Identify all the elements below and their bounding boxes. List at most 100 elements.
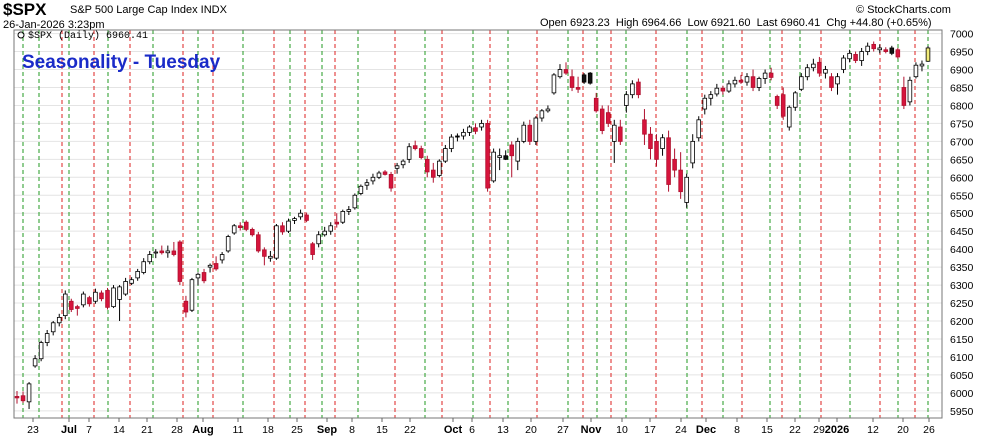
candle-body [400, 160, 406, 166]
candle [557, 64, 563, 79]
candles [14, 41, 931, 410]
candle-body [195, 273, 201, 279]
candle [593, 92, 599, 113]
candle [69, 298, 74, 313]
candle-body [557, 69, 563, 78]
candle-body [720, 87, 726, 92]
candle [618, 119, 623, 145]
candle-body [919, 63, 925, 67]
last-label: Last [756, 17, 778, 29]
x-tick-label: 22 [404, 424, 416, 436]
candle-body [32, 358, 38, 367]
x-tick-label: 28 [171, 424, 183, 436]
candle [358, 184, 364, 196]
candle-body [527, 124, 533, 142]
candle [648, 127, 653, 160]
candle-body [93, 291, 98, 302]
y-tick-label: 6300 [950, 280, 974, 292]
chg-value: +44.80 (+0.65%) [849, 17, 932, 29]
candle [690, 134, 695, 169]
x-tick-label: 22 [789, 424, 801, 436]
candle-body [364, 182, 370, 186]
candle-body [883, 49, 889, 52]
candle [780, 87, 786, 120]
candle-body [799, 76, 804, 90]
candle-body [274, 225, 279, 259]
candle [473, 123, 478, 135]
candle-body [418, 148, 424, 158]
candle-body [412, 145, 418, 149]
candle [38, 340, 44, 362]
timestamp: 26-Jan-2026 3:23pm [3, 19, 105, 31]
candle [835, 73, 840, 95]
candle-body [231, 225, 237, 234]
candle [171, 241, 177, 257]
candle-body [485, 123, 490, 189]
candle [581, 73, 587, 84]
x-tick-label: Jul [61, 424, 77, 436]
candle [141, 258, 146, 275]
candle [388, 171, 394, 192]
x-tick-label: 12 [867, 424, 879, 436]
candle [437, 159, 442, 178]
candle-body [762, 72, 768, 79]
candle-body [750, 76, 756, 88]
x-tick-label: 15 [376, 424, 388, 436]
x-tick-label: 26 [923, 424, 935, 436]
candle [129, 277, 134, 286]
candle [841, 55, 846, 74]
x-tick-label: 11 [233, 424, 244, 436]
candle [117, 285, 122, 321]
candle-body [292, 218, 297, 221]
candle-body [153, 251, 159, 254]
candle-body [334, 221, 340, 225]
y-tick-label: 6400 [950, 244, 974, 256]
open-label: Open [540, 17, 567, 29]
seasonality-lines [13, 30, 929, 418]
candle [20, 391, 26, 403]
low-label: Low [687, 17, 708, 29]
candle-body [581, 74, 587, 83]
candle [599, 105, 605, 135]
x-tick-label: 13 [497, 424, 509, 436]
candle [702, 94, 708, 115]
candle [177, 240, 183, 286]
candle-body [358, 185, 364, 194]
candle [75, 304, 80, 316]
candle [515, 137, 521, 171]
candle-body [62, 293, 68, 317]
candle-body [370, 176, 376, 182]
candle-body [509, 144, 514, 157]
last-value: 6960.41 [780, 17, 821, 29]
x-tick-label: 27 [557, 424, 569, 436]
candle-body [612, 124, 617, 142]
candle-body [618, 126, 623, 142]
candle-body [105, 290, 110, 308]
candle-body [38, 342, 44, 360]
candle [382, 170, 388, 176]
candle [738, 74, 744, 84]
candle-body [768, 72, 774, 78]
x-axis: 23 Jul 7 14 21 28 Aug 11 18 25 Sep 8 15 22 Oct 6 13 20 27 N… [27, 418, 935, 436]
candle [569, 69, 575, 92]
candle [925, 46, 931, 62]
y-tick-label: 6200 [950, 316, 974, 328]
candle [630, 80, 635, 99]
candle-body [352, 194, 358, 209]
candle-body [684, 176, 689, 203]
candle-body [660, 137, 665, 149]
candle-body [75, 306, 80, 309]
candle-body [256, 234, 261, 252]
symbol-description: S&P 500 Large Cap Index INDX [70, 4, 227, 16]
candle-body [207, 264, 213, 268]
plot-frame [13, 29, 943, 419]
candle [883, 47, 889, 54]
candle-body [376, 172, 382, 178]
candle-body [147, 254, 152, 263]
x-tick-label: 17 [644, 424, 656, 436]
candle-body [189, 279, 195, 311]
candle-body [225, 236, 231, 252]
candle [418, 145, 424, 160]
x-tick-label: 8 [734, 424, 740, 436]
candle-body [117, 286, 122, 300]
